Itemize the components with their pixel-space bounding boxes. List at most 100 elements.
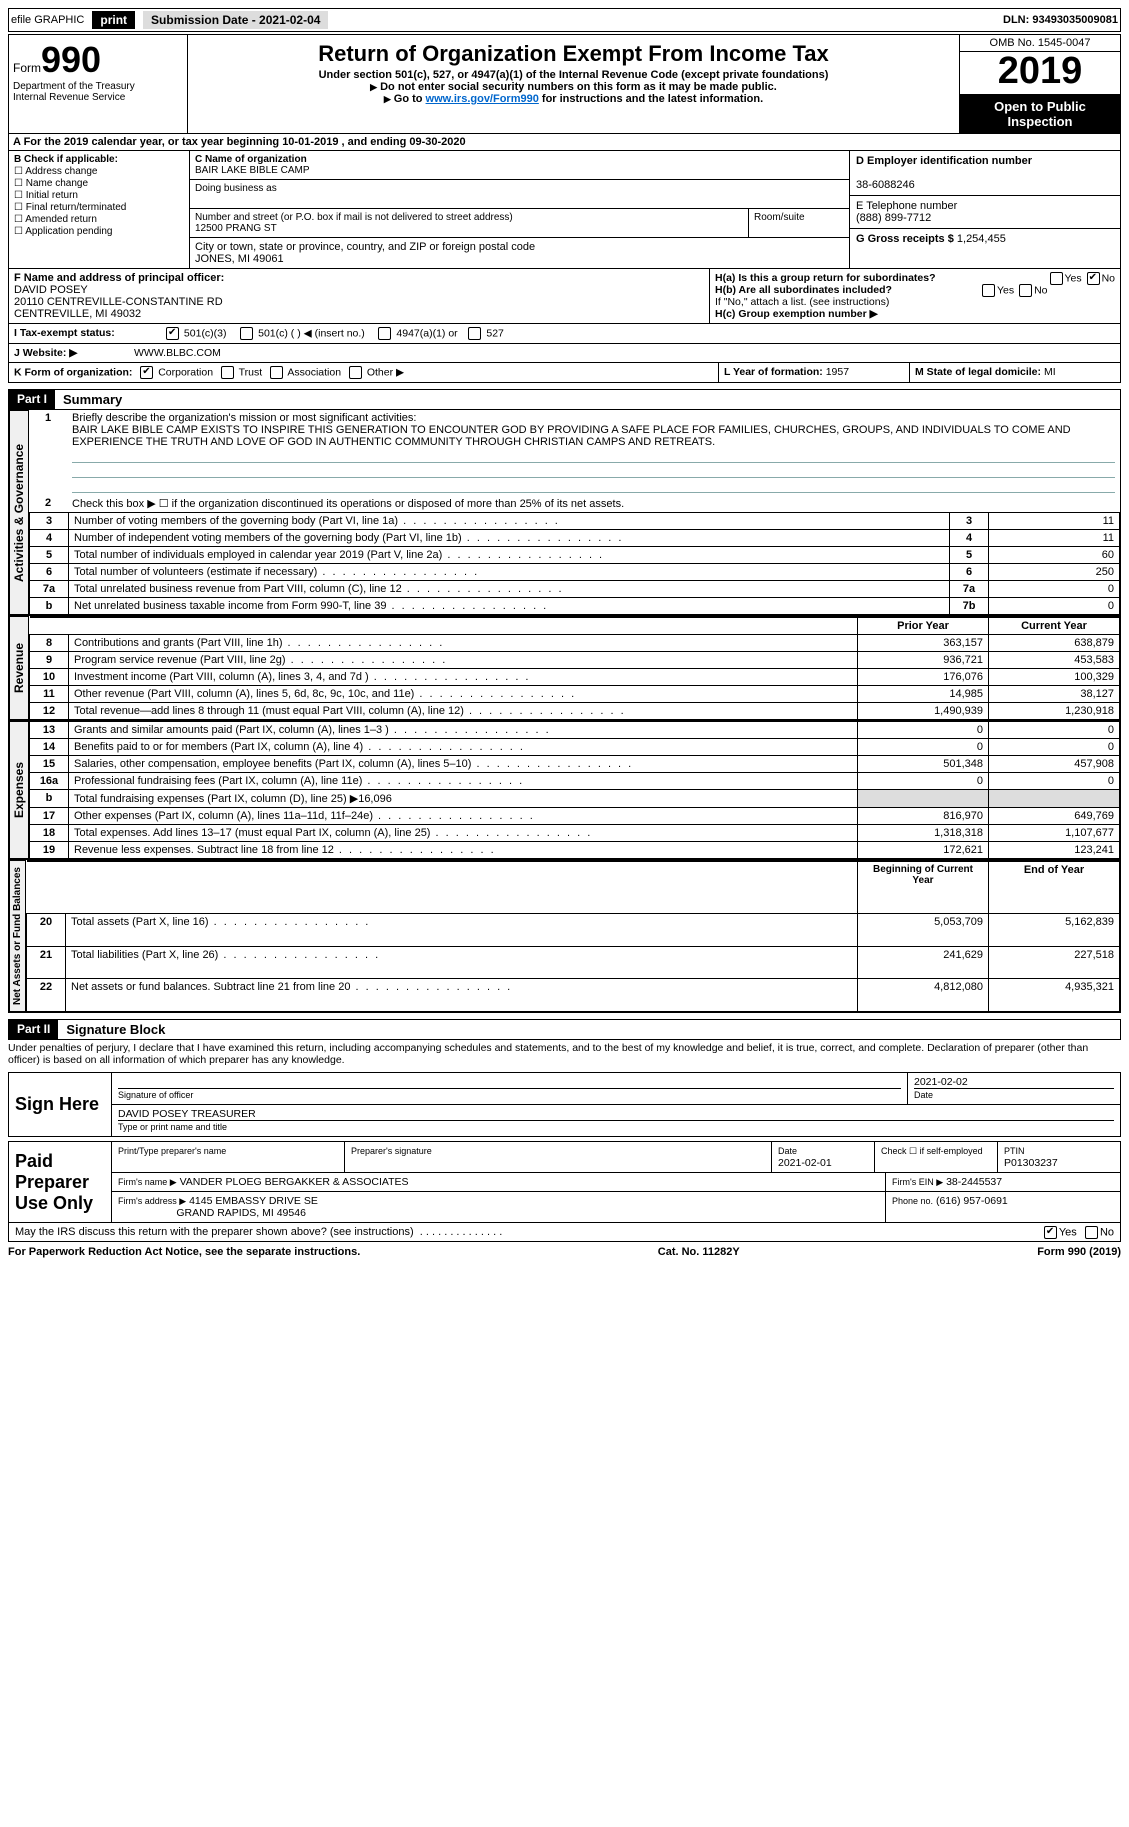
- box-b: B Check if applicable: ☐ Address change …: [9, 151, 190, 268]
- chk-trust[interactable]: [221, 366, 234, 379]
- part1-title: Summary: [55, 390, 130, 409]
- city-value: JONES, MI 49061: [195, 253, 284, 265]
- part1-bar: Part I Summary: [8, 389, 1121, 410]
- table-row: bTotal fundraising expenses (Part IX, co…: [30, 790, 1120, 808]
- chk-initial-return[interactable]: ☐ Initial return: [14, 190, 184, 201]
- chk-address-change[interactable]: ☐ Address change: [14, 166, 184, 177]
- gross-receipts: 1,254,455: [957, 233, 1006, 245]
- table-row: 13Grants and similar amounts paid (Part …: [30, 722, 1120, 739]
- city-row: City or town, state or province, country…: [190, 238, 849, 268]
- mission-text: BAIR LAKE BIBLE CAMP EXISTS TO INSPIRE T…: [72, 424, 1071, 448]
- phone-value: (888) 899-7712: [856, 212, 931, 224]
- footer-right: Form 990 (2019): [1037, 1246, 1121, 1258]
- chk-self-employed[interactable]: Check ☐ if self-employed: [881, 1146, 983, 1156]
- table-row: 4Number of independent voting members of…: [30, 530, 1120, 547]
- side-netassets: Net Assets or Fund Balances: [9, 860, 26, 1012]
- gross-receipts-row: G Gross receipts $ 1,254,455: [850, 229, 1120, 249]
- table-row: 15Salaries, other compensation, employee…: [30, 756, 1120, 773]
- dba-row: Doing business as: [190, 180, 849, 209]
- firm-name: VANDER PLOEG BERGAKKER & ASSOCIATES: [180, 1176, 409, 1188]
- table-row: 12Total revenue—add lines 8 through 11 (…: [30, 703, 1120, 720]
- box-f: F Name and address of principal officer:…: [9, 269, 710, 323]
- table-row: 19Revenue less expenses. Subtract line 1…: [30, 842, 1120, 859]
- table-row: 7aTotal unrelated business revenue from …: [30, 581, 1120, 598]
- firm-addr1: 4145 EMBASSY DRIVE SE: [189, 1195, 318, 1207]
- ein-value: 38-6088246: [856, 179, 915, 191]
- part2-title: Signature Block: [58, 1020, 173, 1039]
- form-note-ssn: Do not enter social security numbers on …: [192, 81, 955, 93]
- col-beginning: Beginning of Current Year: [858, 861, 989, 914]
- chk-name-change[interactable]: ☐ Name change: [14, 178, 184, 189]
- h-b-note: If "No," attach a list. (see instruction…: [715, 296, 1115, 308]
- table-row: 6Total number of volunteers (estimate if…: [30, 564, 1120, 581]
- chk-discuss-yes[interactable]: [1044, 1226, 1057, 1239]
- sig-officer-label: Signature of officer: [118, 1090, 193, 1100]
- table-row: 17Other expenses (Part IX, column (A), l…: [30, 808, 1120, 825]
- chk-association[interactable]: [270, 366, 283, 379]
- declaration-text: Under penalties of perjury, I declare th…: [8, 1040, 1121, 1068]
- chk-501c3[interactable]: [166, 327, 179, 340]
- table-row: bNet unrelated business taxable income f…: [30, 598, 1120, 615]
- table-row: 8Contributions and grants (Part VIII, li…: [30, 635, 1120, 652]
- footer-cat: Cat. No. 11282Y: [658, 1246, 740, 1258]
- sig-date: 2021-02-02: [914, 1076, 968, 1088]
- table-row: 11Other revenue (Part VIII, column (A), …: [30, 686, 1120, 703]
- chk-application-pending[interactable]: ☐ Application pending: [14, 226, 184, 237]
- netassets-section: Net Assets or Fund Balances Beginning of…: [8, 860, 1121, 1013]
- governance-table: 3Number of voting members of the governi…: [29, 512, 1120, 615]
- chk-discuss-no[interactable]: [1085, 1226, 1098, 1239]
- print-button[interactable]: print: [92, 11, 135, 29]
- state-domicile: MI: [1044, 366, 1056, 378]
- officer-addr1: 20110 CENTREVILLE-CONSTANTINE RD: [14, 296, 223, 308]
- side-governance: Activities & Governance: [9, 410, 29, 615]
- h-a-label: H(a) Is this a group return for subordin…: [715, 272, 936, 284]
- form-title: Return of Organization Exempt From Incom…: [192, 41, 955, 67]
- table-row: 20Total assets (Part X, line 16)5,053,70…: [27, 914, 1120, 947]
- table-row: 5Total number of individuals employed in…: [30, 547, 1120, 564]
- officer-printed-name: DAVID POSEY TREASURER: [118, 1108, 256, 1120]
- dln: DLN: 93493035009081: [1003, 14, 1118, 26]
- col-current: Current Year: [989, 617, 1120, 635]
- ptin: P01303237: [1004, 1157, 1058, 1169]
- chk-corporation[interactable]: [140, 366, 153, 379]
- chk-other[interactable]: [349, 366, 362, 379]
- prep-date: 2021-02-01: [778, 1157, 832, 1169]
- h-b-label: H(b) Are all subordinates included?: [715, 284, 892, 296]
- identity-block: B Check if applicable: ☐ Address change …: [8, 151, 1121, 269]
- table-row: 16aProfessional fundraising fees (Part I…: [30, 773, 1120, 790]
- table-row: 18Total expenses. Add lines 13–17 (must …: [30, 825, 1120, 842]
- org-name: BAIR LAKE BIBLE CAMP: [195, 165, 310, 176]
- chk-final-return[interactable]: ☐ Final return/terminated: [14, 202, 184, 213]
- chk-527[interactable]: [468, 327, 481, 340]
- firm-phone: (616) 957-0691: [936, 1195, 1008, 1207]
- paid-preparer-block: Paid Preparer Use Only Print/Type prepar…: [8, 1141, 1121, 1223]
- chk-4947[interactable]: [378, 327, 391, 340]
- part2-bar: Part II Signature Block: [8, 1019, 1121, 1040]
- row-klm: K Form of organization: Corporation Trus…: [8, 363, 1121, 383]
- page-footer: For Paperwork Reduction Act Notice, see …: [8, 1246, 1121, 1258]
- public-inspection: Open to Public Inspection: [960, 95, 1120, 133]
- chk-501c[interactable]: [240, 327, 253, 340]
- form-note-link: Go to www.irs.gov/Form990 for instructio…: [192, 93, 955, 105]
- efile-label: efile GRAPHIC: [11, 14, 84, 26]
- chk-amended-return[interactable]: ☐ Amended return: [14, 214, 184, 225]
- officer-name: DAVID POSEY: [14, 284, 88, 296]
- org-name-row: C Name of organization BAIR LAKE BIBLE C…: [190, 151, 849, 180]
- tax-year: 2019: [960, 52, 1120, 95]
- website-value[interactable]: WWW.BLBC.COM: [129, 344, 1120, 362]
- topbar: efile GRAPHIC print Submission Date - 20…: [8, 8, 1121, 32]
- firm-ein: 38-2445537: [946, 1176, 1002, 1188]
- revenue-section: Revenue Prior YearCurrent Year 8Contribu…: [8, 616, 1121, 721]
- irs-link[interactable]: www.irs.gov/Form990: [426, 93, 539, 105]
- expenses-section: Expenses 13Grants and similar amounts pa…: [8, 721, 1121, 860]
- box-h: H(a) Is this a group return for subordin…: [710, 269, 1120, 323]
- col-prior: Prior Year: [858, 617, 989, 635]
- street-address: 12500 PRANG ST: [195, 223, 277, 234]
- table-row: 9Program service revenue (Part VIII, lin…: [30, 652, 1120, 669]
- period-row: A For the 2019 calendar year, or tax yea…: [8, 134, 1121, 151]
- ein-row: D Employer identification number 38-6088…: [850, 151, 1120, 196]
- street-row: Number and street (or P.O. box if mail i…: [190, 209, 849, 238]
- table-row: 14Benefits paid to or for members (Part …: [30, 739, 1120, 756]
- table-row: 3Number of voting members of the governi…: [30, 513, 1120, 530]
- footer-left: For Paperwork Reduction Act Notice, see …: [8, 1246, 360, 1258]
